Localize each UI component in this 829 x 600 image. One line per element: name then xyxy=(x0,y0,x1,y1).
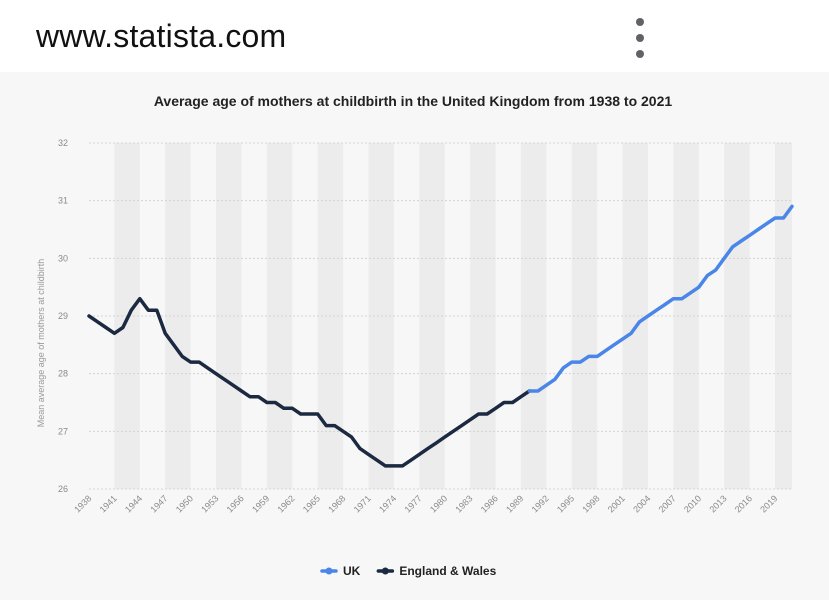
x-tick-label: 1974 xyxy=(377,493,398,514)
series-line-england-wales[interactable] xyxy=(87,296,532,468)
more-vert-icon[interactable] xyxy=(628,18,652,58)
x-tick-label: 1998 xyxy=(580,493,601,514)
x-tick-label: 1992 xyxy=(530,493,551,514)
y-axis-label: Mean average age of mothers at childbirt… xyxy=(36,259,46,428)
y-axis-ticks: 26 27 28 29 30 31 32 xyxy=(58,138,68,494)
x-tick-label: 1962 xyxy=(275,493,296,514)
x-tick-label: 1959 xyxy=(250,493,271,514)
menu-dot xyxy=(636,18,644,26)
chart-title: Average age of mothers at childbirth in … xyxy=(154,93,673,109)
x-tick-label: 1947 xyxy=(148,493,169,514)
x-tick-label: 1989 xyxy=(504,493,525,514)
y-tick-label: 26 xyxy=(58,484,68,494)
legend-label: England & Wales xyxy=(399,564,496,578)
x-tick-label: 1944 xyxy=(123,493,144,514)
x-tick-label: 1995 xyxy=(555,493,576,514)
y-tick-label: 30 xyxy=(58,253,68,263)
x-tick-label: 1986 xyxy=(479,493,500,514)
x-tick-label: 1965 xyxy=(301,493,322,514)
x-tick-label: 1980 xyxy=(428,493,449,514)
menu-dot xyxy=(636,34,644,42)
x-tick-label: 1983 xyxy=(453,493,474,514)
x-tick-label: 2019 xyxy=(758,493,779,514)
x-tick-label: 1971 xyxy=(352,493,373,514)
y-tick-label: 32 xyxy=(58,138,68,148)
plot-band xyxy=(775,143,792,489)
x-tick-label: 2013 xyxy=(707,493,728,514)
chart-series xyxy=(87,204,794,468)
x-tick-label: 2001 xyxy=(606,493,627,514)
y-tick-label: 31 xyxy=(58,196,68,206)
menu-dot xyxy=(636,50,644,58)
browser-url-bar: www.statista.com xyxy=(0,0,829,72)
plot-band xyxy=(266,143,293,489)
y-tick-label: 28 xyxy=(58,369,68,379)
x-tick-label: 1941 xyxy=(98,493,119,514)
x-tick-label: 1956 xyxy=(225,493,246,514)
legend-marker xyxy=(325,567,333,575)
browser-url[interactable]: www.statista.com xyxy=(36,18,287,54)
x-tick-label: 1953 xyxy=(199,493,220,514)
legend-marker xyxy=(381,567,389,575)
line-chart: Average age of mothers at childbirth in … xyxy=(36,93,794,578)
y-tick-label: 29 xyxy=(58,311,68,321)
y-tick-label: 27 xyxy=(58,426,68,436)
x-axis-ticks: 1938 1941 1944 1947 1950 1953 1956 1959 1962 1965… xyxy=(72,493,779,514)
x-tick-label: 1977 xyxy=(403,493,424,514)
plot-band xyxy=(419,143,445,489)
x-tick-label: 2016 xyxy=(733,493,754,514)
x-tick-label: 1950 xyxy=(174,493,195,514)
x-tick-label: 2007 xyxy=(657,493,678,514)
legend-item-uk[interactable]: UK xyxy=(320,564,361,578)
series-line-uk[interactable] xyxy=(527,204,794,393)
chart-legend: UK England & Wales xyxy=(320,564,497,578)
plot-band xyxy=(571,143,598,489)
legend-label: UK xyxy=(343,564,361,578)
chart-panel: Average age of mothers at childbirth in … xyxy=(0,72,829,600)
legend-item-england-wales[interactable]: England & Wales xyxy=(376,564,497,578)
x-tick-label: 1938 xyxy=(72,493,93,514)
x-tick-label: 2010 xyxy=(682,493,703,514)
x-tick-label: 1968 xyxy=(326,493,347,514)
grid-lines xyxy=(89,142,792,490)
x-tick-label: 2004 xyxy=(631,493,652,514)
